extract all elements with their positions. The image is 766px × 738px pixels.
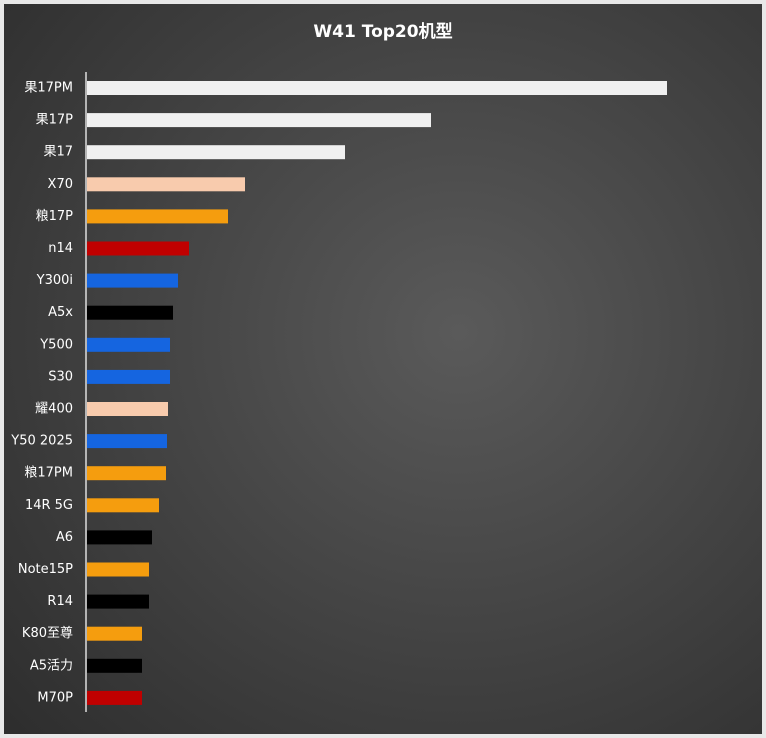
y-tick-label: Y500 [39,337,73,352]
y-tick-label: A6 [56,530,73,545]
y-tick-label: X70 [48,177,73,192]
bar [87,145,345,160]
y-tick-label: Note15P [18,562,73,577]
bar [87,690,142,705]
bar [87,626,142,641]
bar [87,337,170,352]
bar [87,498,159,513]
bar [87,369,170,384]
y-tick-label: M70P [37,690,73,705]
y-tick-label: Y50 2025 [10,434,73,449]
bar [87,562,149,577]
chart-title: W41 Top20机型 [313,21,452,42]
bar [87,466,166,481]
bar [87,113,431,128]
bar [87,434,167,449]
y-tick-label: Y300i [36,273,73,288]
bar [87,241,189,256]
bar [87,209,228,224]
bar [87,594,149,609]
bar [87,305,173,320]
y-tick-label: 粮17PM [24,466,73,481]
y-tick-label: R14 [47,594,73,609]
bar [87,81,667,95]
bar [87,530,152,545]
y-tick-label: A5活力 [30,658,73,673]
bar [87,177,245,192]
y-tick-label: 果17P [36,113,74,128]
y-tick-label: n14 [48,241,73,256]
y-tick-label: 果17 [43,145,73,160]
bar [87,658,142,673]
y-tick-label: 果17PM [24,81,73,96]
bar [87,273,178,288]
y-tick-label: 耀400 [35,402,73,417]
bar [87,402,168,416]
y-tick-label: 14R 5G [25,498,73,513]
y-tick-label: S30 [48,369,73,384]
y-tick-label: 粮17P [36,209,74,224]
y-tick-label: K80至尊 [22,625,73,641]
y-tick-label: A5x [48,305,73,320]
